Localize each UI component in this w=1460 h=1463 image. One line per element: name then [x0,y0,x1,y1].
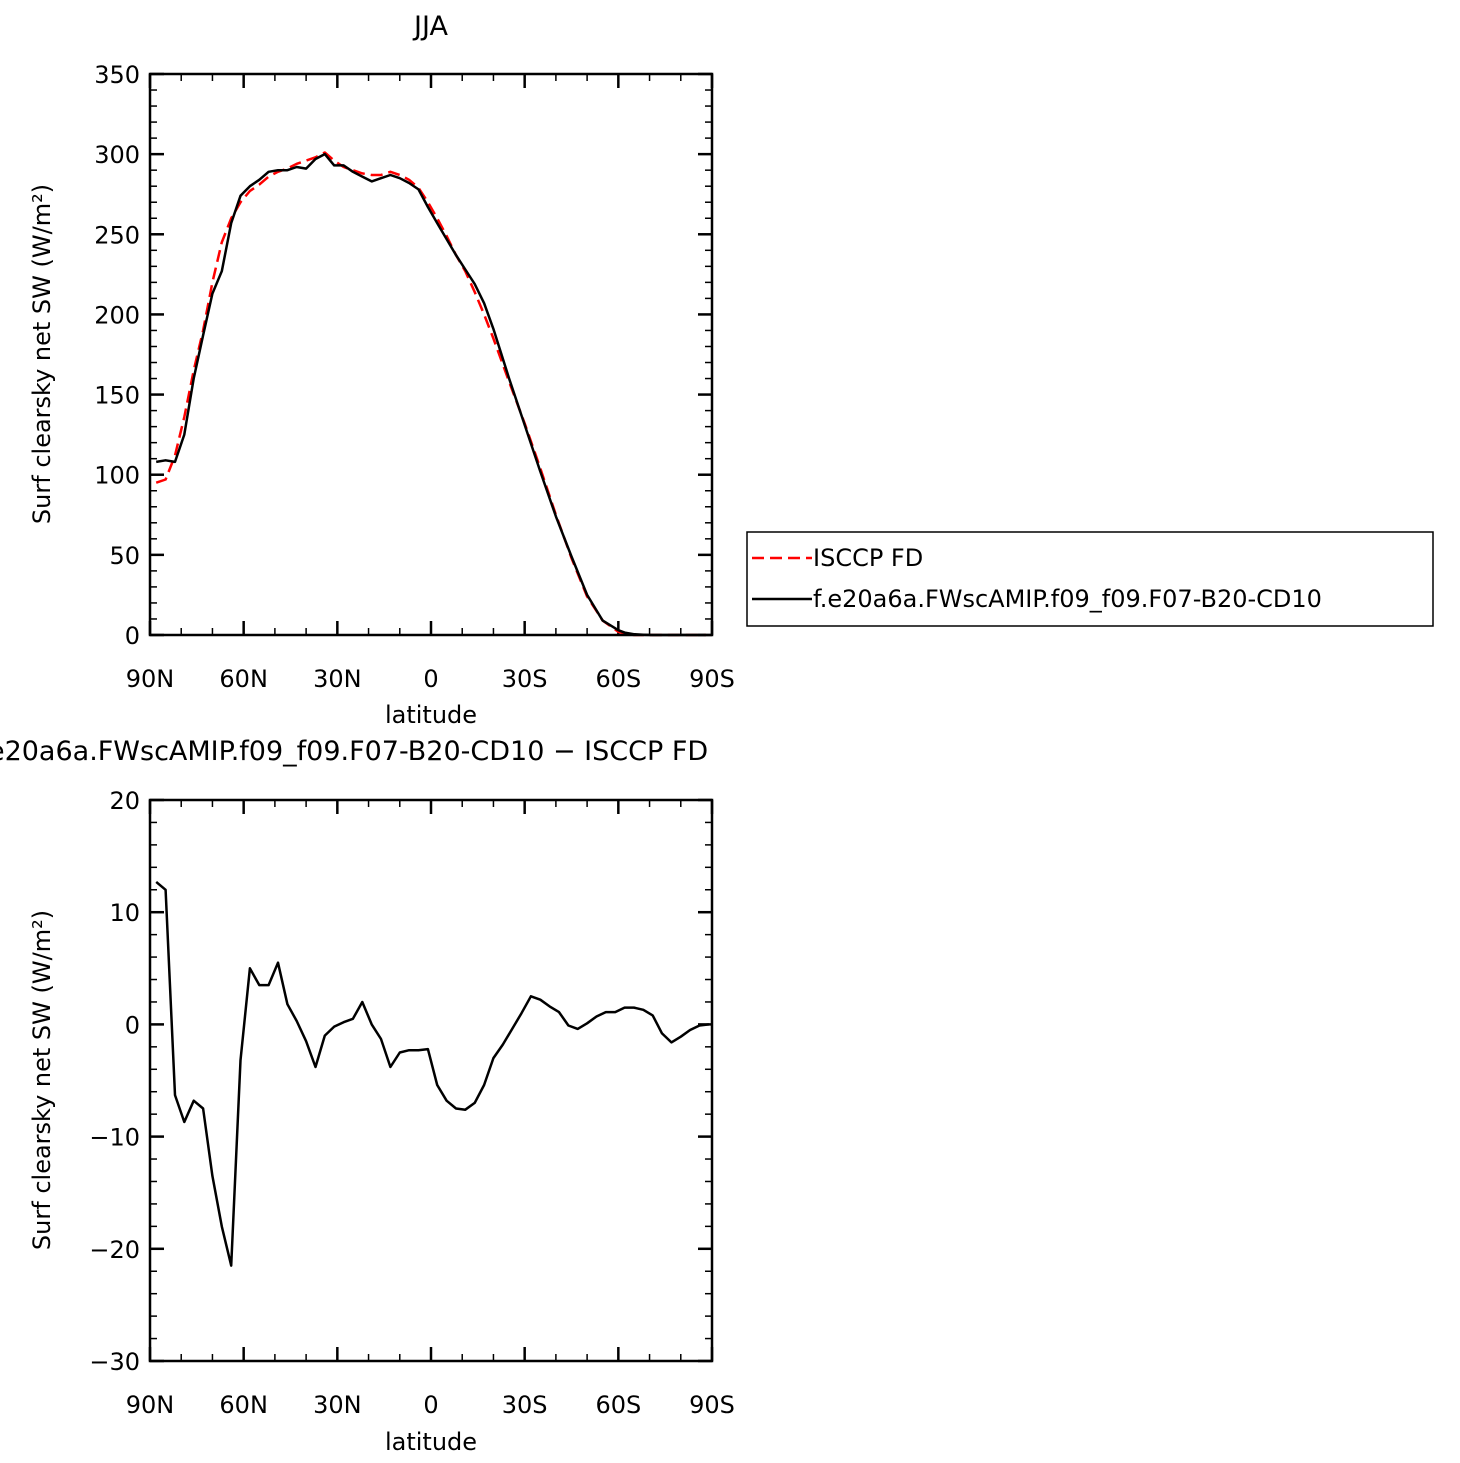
top-xtick-label: 30S [502,665,548,693]
bottom-ytick-label: −20 [89,1236,140,1264]
top-ytick-label: 350 [94,61,140,89]
bottom-xtick-label: 90N [126,1391,175,1419]
bottom-xtick-label: 90S [689,1391,735,1419]
top-chart-title: JJA [412,11,448,42]
top-series-line-1 [155,152,706,637]
top-series-line-0 [155,151,706,637]
bottom-ytick-label: 10 [109,899,140,927]
top-series-group [155,151,706,637]
legend-box [746,531,1434,627]
top-ytick-label: 50 [109,542,140,570]
top-panel: JJA 0 50 100 150 200 250 300 350 90N 60N 30N 0 30S 60… [28,11,735,729]
top-tick-labels: 0 50 100 150 200 250 300 350 90N 60N 30N 0 30S 60S 90S [94,61,735,693]
top-xtick-label: 60N [219,665,268,693]
top-xtick-label: 60S [595,665,641,693]
bottom-tick-labels: −30 −20 −10 0 10 20 90N 60N 30N 0 30S 60S 90S [89,787,735,1419]
bottom-ytick-label: −10 [89,1124,140,1152]
legend-label-model: f.e20a6a.FWscAMIP.f09_f09.F07-B20-CD10 [813,585,1322,613]
top-ytick-label: 150 [94,382,140,410]
top-ytick-label: 200 [94,301,140,329]
bottom-series-group [155,880,710,1267]
bottom-xtick-label: 60N [219,1391,268,1419]
top-xtick-label: 90S [689,665,735,693]
top-x-axis-label: latitude [385,701,477,729]
bottom-series-line-0 [155,880,710,1267]
bottom-xtick-label: 30N [313,1391,362,1419]
top-ytick-label: 0 [125,622,140,650]
top-ytick-label: 250 [94,221,140,249]
top-ytick-label: 300 [94,141,140,169]
top-xtick-label: 0 [423,665,438,693]
bottom-plot-frame [148,798,714,1363]
bottom-panel: f.e20a6a.FWscAMIP.f09_f09.F07-B20-CD10 −… [0,736,735,1456]
top-axis-ticks [148,72,714,637]
top-y-axis-label: Surf clearsky net SW (W/m²) [28,184,56,524]
bottom-xtick-label: 0 [423,1391,438,1419]
bottom-y-axis-label: Surf clearsky net SW (W/m²) [28,910,56,1250]
bottom-ytick-label: 0 [125,1011,140,1039]
bottom-ytick-label: −30 [89,1348,140,1376]
top-ytick-label: 100 [94,462,140,490]
legend: ISCCP FD f.e20a6a.FWscAMIP.f09_f09.F07-B… [746,531,1434,627]
bottom-ytick-label: 20 [109,787,140,815]
legend-label-isccp: ISCCP FD [813,544,923,572]
top-xtick-label: 30N [313,665,362,693]
bottom-chart-title: f.e20a6a.FWscAMIP.f09_f09.F07-B20-CD10 −… [0,736,708,767]
top-plot-frame [148,72,714,637]
top-xtick-label: 90N [126,665,175,693]
bottom-xtick-label: 30S [502,1391,548,1419]
bottom-axis-ticks [148,798,714,1363]
bottom-xtick-label: 60S [595,1391,641,1419]
bottom-x-axis-label: latitude [385,1428,477,1456]
